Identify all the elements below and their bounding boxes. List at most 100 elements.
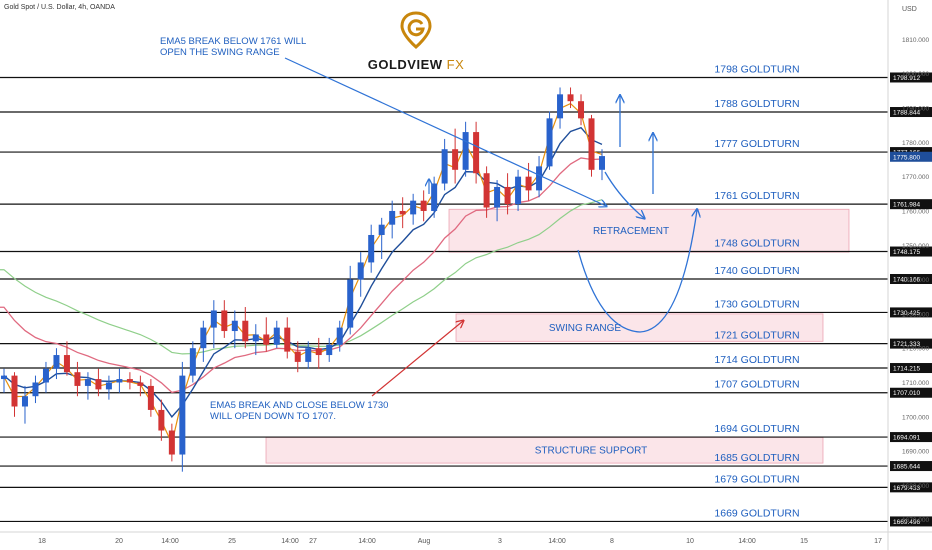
candle-body	[504, 186, 511, 205]
candle-body	[357, 262, 364, 280]
time-tick: 10	[686, 538, 694, 545]
candle	[84, 372, 91, 400]
candle	[200, 320, 207, 362]
level-label: 1740 GOLDTURN	[714, 265, 799, 277]
price-tick: 1740.000	[902, 277, 929, 284]
level-tag: 1788.844	[893, 110, 920, 117]
level-tag-bg	[890, 246, 932, 257]
price-tick: 1750.000	[902, 243, 929, 250]
level-label: 1685 GOLDTURN	[714, 452, 799, 464]
candle	[221, 300, 228, 338]
candle	[599, 149, 605, 181]
candle	[368, 224, 375, 273]
time-tick: 25	[228, 538, 236, 545]
candle	[74, 361, 81, 397]
candle-body	[483, 173, 490, 208]
candle	[53, 348, 60, 380]
time-tick: 14:00	[738, 538, 756, 545]
candle-body	[525, 176, 532, 191]
level-label: 1694 GOLDTURN	[714, 423, 799, 435]
candle	[189, 341, 196, 383]
zones-layer: RETRACEMENT SWING RANGE STRUCTURE SUPPORT	[265, 208, 850, 464]
down-arrow-retracement	[604, 171, 644, 218]
candle	[525, 162, 532, 201]
candle-body	[326, 344, 333, 356]
candle	[315, 337, 322, 369]
candle-body	[263, 334, 270, 345]
time-axis[interactable]: 18 20 14:00 25 14:00 27 14:00 Aug 3 14:00 8 10 14:00…	[38, 538, 882, 545]
level-tag: 1748.175	[893, 249, 920, 256]
candle-body	[305, 348, 312, 362]
candle	[242, 307, 249, 349]
candle-body	[200, 327, 207, 349]
candle	[116, 368, 123, 393]
level-tag: 1714.215	[893, 366, 920, 373]
level-tag: 1798.912	[893, 75, 920, 82]
candle-body	[599, 156, 605, 170]
candle	[273, 320, 280, 349]
goldview-logo: GOLDVIEW FX	[356, 10, 476, 72]
candle-body	[126, 379, 133, 383]
candle	[389, 200, 396, 239]
candle-body	[452, 149, 459, 170]
level-label: 1798 GOLDTURN	[714, 63, 799, 75]
candle-body	[11, 375, 18, 407]
candle-body	[179, 375, 186, 455]
current-price-tag-bg	[890, 151, 932, 162]
candle-body	[347, 279, 354, 328]
candle-body	[1, 375, 7, 380]
candle	[494, 180, 501, 222]
candle-body	[231, 320, 238, 332]
candle-body	[462, 132, 469, 170]
candle-body	[32, 382, 39, 397]
candle-body	[221, 310, 228, 332]
current-price-tag: 1775.800	[893, 154, 920, 161]
candle-body	[494, 186, 501, 208]
candle-body	[336, 327, 343, 345]
candle	[42, 361, 49, 393]
candle	[515, 169, 522, 211]
level-tag-bg	[890, 363, 932, 374]
level-tag-bg	[890, 461, 932, 472]
candle	[473, 121, 480, 184]
candle-body	[21, 396, 28, 407]
candle-body	[284, 327, 291, 352]
candle	[168, 423, 175, 462]
candle	[410, 193, 417, 225]
time-tick: 14:00	[161, 538, 179, 545]
candle	[578, 94, 585, 126]
price-axis-currency: USD	[902, 6, 917, 13]
candle	[231, 310, 238, 349]
level-label: 1748 GOLDTURN	[714, 238, 799, 250]
candle	[95, 368, 102, 397]
candle	[1, 368, 7, 393]
level-tag-bg	[890, 338, 932, 349]
candle-body	[588, 118, 595, 170]
price-tick: 1790.000	[902, 106, 929, 113]
zone-box	[448, 208, 850, 253]
level-label: 1669 GOLDTURN	[714, 507, 799, 519]
candle-body	[515, 176, 522, 205]
candle	[557, 87, 564, 129]
candle	[420, 190, 427, 222]
candle-body	[42, 368, 49, 383]
level-label: 1714 GOLDTURN	[714, 354, 799, 366]
candle-body	[431, 183, 438, 211]
time-tick: 15	[800, 538, 808, 545]
candle	[252, 324, 259, 356]
candle-body	[210, 310, 217, 328]
level-label: 1777 GOLDTURN	[714, 138, 799, 150]
time-tick: 14:00	[281, 538, 299, 545]
level-tag-bg	[890, 72, 932, 83]
time-tick: 3	[498, 538, 502, 545]
candle	[126, 372, 133, 390]
price-tick: 1730.000	[902, 311, 929, 318]
zone-label: RETRACEMENT	[593, 226, 669, 237]
candle-body	[473, 132, 480, 174]
swing-range-arrow	[577, 210, 697, 333]
level-tag-bg	[890, 307, 932, 318]
level-label: 1679 GOLDTURN	[714, 473, 799, 485]
candles-layer[interactable]	[1, 87, 605, 472]
